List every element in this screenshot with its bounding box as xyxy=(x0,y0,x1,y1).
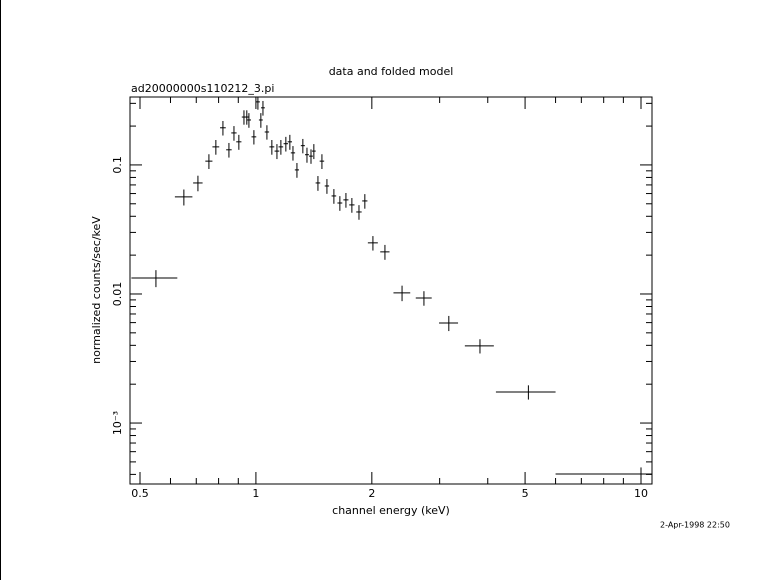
x-tick-label: 5 xyxy=(522,487,529,500)
timestamp: 2-Apr-1998 22:50 xyxy=(660,521,730,530)
plot-frame xyxy=(129,96,653,485)
x-tick-label: 1 xyxy=(252,487,259,500)
x-tick-label: 0.5 xyxy=(131,487,149,500)
y-tick-label: 10⁻³ xyxy=(111,411,124,435)
chart-subtitle: ad20000000s110212_3.pi xyxy=(131,82,274,95)
x-axis-label: channel energy (keV) xyxy=(332,504,450,517)
chart-title: data and folded model xyxy=(329,65,454,78)
y-tick-label: 0.1 xyxy=(111,156,124,174)
data-layer xyxy=(131,97,652,482)
y-axis-label: normalized counts/sec/keV xyxy=(90,216,103,364)
x-tick-label: 10 xyxy=(634,487,648,500)
x-tick-label: 2 xyxy=(368,487,375,500)
y-tick-label: 0.01 xyxy=(111,282,124,307)
